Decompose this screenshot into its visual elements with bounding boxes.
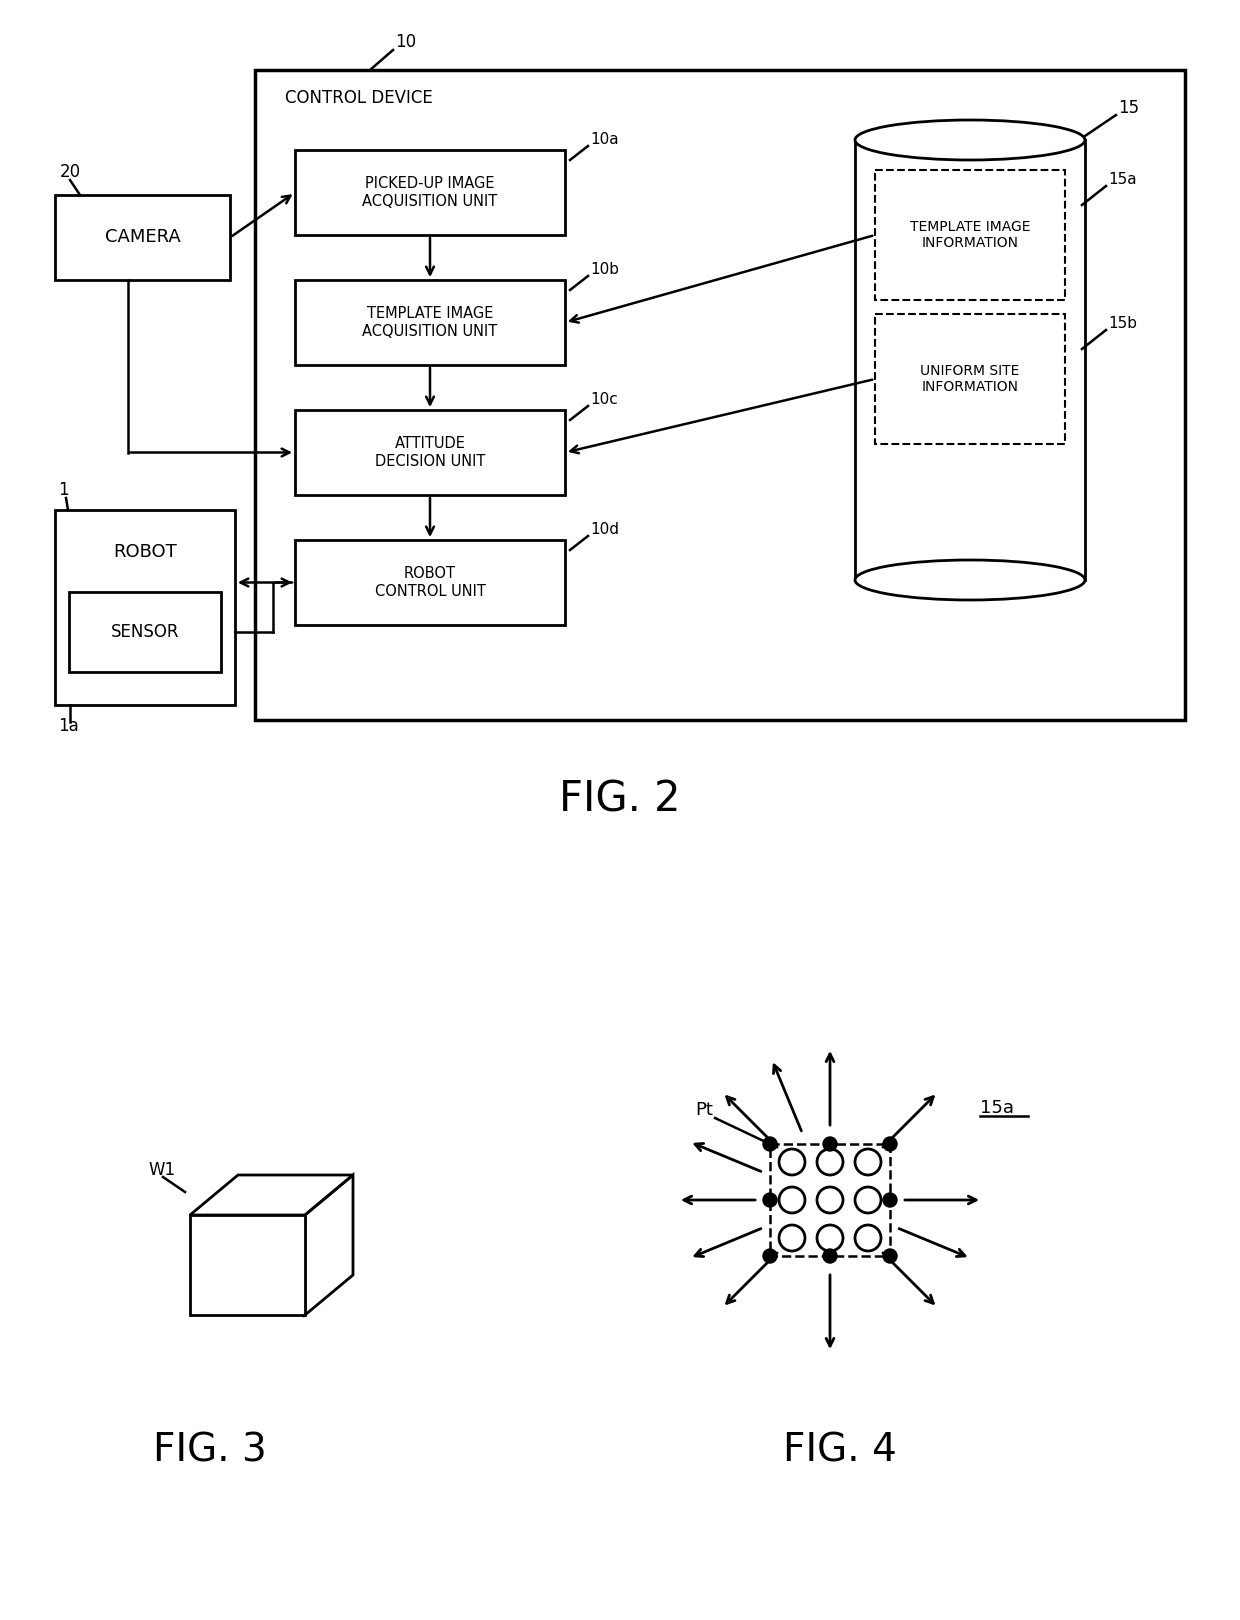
Text: 15a: 15a: [980, 1098, 1014, 1118]
Circle shape: [763, 1137, 777, 1150]
Bar: [295, 539, 565, 625]
Circle shape: [763, 1192, 777, 1207]
Text: FIG. 2: FIG. 2: [559, 779, 681, 821]
Bar: [875, 314, 1065, 444]
Bar: [190, 1215, 305, 1315]
Text: Pt: Pt: [694, 1102, 713, 1119]
Circle shape: [823, 1249, 837, 1264]
Text: 1: 1: [58, 481, 68, 499]
Bar: [55, 194, 229, 280]
Ellipse shape: [856, 561, 1085, 599]
Bar: [295, 410, 565, 496]
Text: 10c: 10c: [590, 392, 618, 408]
Circle shape: [883, 1192, 897, 1207]
Bar: [69, 591, 221, 672]
Circle shape: [883, 1249, 897, 1264]
Bar: [875, 170, 1065, 300]
Text: TEMPLATE IMAGE
ACQUISITION UNIT: TEMPLATE IMAGE ACQUISITION UNIT: [362, 306, 497, 339]
Circle shape: [823, 1137, 837, 1150]
Text: ROBOT: ROBOT: [113, 543, 177, 561]
Bar: [770, 1144, 890, 1256]
Text: 15b: 15b: [1109, 316, 1137, 332]
Bar: [295, 151, 565, 235]
Text: 15a: 15a: [1109, 172, 1137, 188]
Text: 10: 10: [396, 32, 417, 50]
Text: TEMPLATE IMAGE
INFORMATION: TEMPLATE IMAGE INFORMATION: [910, 220, 1030, 249]
Text: ATTITUDE
DECISION UNIT: ATTITUDE DECISION UNIT: [374, 436, 485, 468]
Bar: [295, 280, 565, 364]
Text: 20: 20: [60, 164, 81, 181]
Bar: [856, 139, 1085, 580]
Text: W1: W1: [148, 1162, 175, 1179]
Text: FIG. 3: FIG. 3: [153, 1430, 267, 1469]
Text: UNIFORM SITE
INFORMATION: UNIFORM SITE INFORMATION: [920, 364, 1019, 394]
Ellipse shape: [856, 120, 1085, 160]
Text: 10a: 10a: [590, 133, 619, 147]
Text: FIG. 4: FIG. 4: [784, 1430, 897, 1469]
Text: 15: 15: [1118, 99, 1140, 117]
Text: ROBOT
CONTROL UNIT: ROBOT CONTROL UNIT: [374, 567, 485, 599]
Text: 1a: 1a: [58, 718, 79, 735]
Text: 10b: 10b: [590, 262, 619, 277]
Text: PICKED-UP IMAGE
ACQUISITION UNIT: PICKED-UP IMAGE ACQUISITION UNIT: [362, 177, 497, 209]
Bar: [255, 70, 1185, 719]
Circle shape: [883, 1137, 897, 1150]
Text: CONTROL DEVICE: CONTROL DEVICE: [285, 89, 433, 107]
Text: SENSOR: SENSOR: [110, 624, 180, 642]
Bar: [55, 510, 236, 705]
Text: CAMERA: CAMERA: [104, 228, 180, 246]
Text: 10d: 10d: [590, 523, 619, 538]
Circle shape: [763, 1249, 777, 1264]
